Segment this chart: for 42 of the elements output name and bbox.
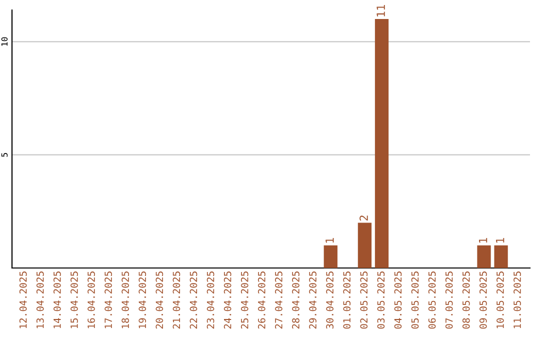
x-tick-label: 25.04.2025 [240, 272, 248, 329]
x-tick-label: 18.04.2025 [122, 272, 130, 328]
x-tick-label: 17.04.2025 [104, 272, 112, 328]
x-tick-label: 05.05.2025 [411, 272, 419, 329]
data-label: 2 [360, 216, 368, 221]
x-tick-label: 24.04.2025 [224, 272, 232, 329]
x-tick-label: 09.05.2025 [479, 272, 487, 329]
x-tick-label: 04.05.2025 [394, 272, 402, 329]
x-tick-label: 22.04.2025 [190, 272, 198, 329]
bar [324, 245, 338, 268]
x-tick-label: 30.04.2025 [326, 272, 334, 329]
data-label: 1 [478, 238, 488, 243]
x-tick-label: 06.05.2025 [428, 272, 436, 329]
x-tick-label: 29.04.2025 [309, 272, 316, 329]
x-tick-label: 08.05.2025 [462, 272, 470, 329]
x-tick-label: 27.04.2025 [275, 272, 282, 329]
y-tick-label: 10 [1, 37, 8, 46]
x-tick-label: 12.04.2025 [19, 272, 27, 328]
x-tick-label: 15.04.2025 [70, 272, 78, 328]
x-tick-label: 10.05.2025 [496, 272, 504, 328]
bar [374, 19, 389, 268]
x-tick-label: 16.04.2025 [88, 272, 95, 328]
x-tick-label: 01.05.2025 [343, 272, 351, 329]
bar [477, 245, 491, 268]
bar [358, 222, 372, 268]
x-tick-label: 19.04.2025 [138, 272, 146, 328]
x-tick-label: 26.04.2025 [258, 272, 266, 329]
data-label: 1 [326, 238, 334, 243]
x-tick-label: 11.05.2025 [514, 272, 521, 328]
x-tick-label: 02.05.2025 [360, 272, 368, 329]
x-tick-label: 07.05.2025 [445, 272, 453, 329]
y-tick-label: 5 [1, 153, 8, 157]
x-tick-label: 28.04.2025 [292, 272, 300, 329]
x-tick-label: 13.04.2025 [36, 272, 44, 328]
bar [494, 245, 508, 268]
x-tick-label: 23.04.2025 [206, 272, 214, 329]
x-tick-label: 03.05.2025 [377, 272, 385, 329]
data-label: 1 [496, 238, 504, 243]
x-tick-label: 20.04.2025 [156, 272, 164, 329]
x-tick-label: 21.04.2025 [172, 272, 180, 329]
x-tick-label: 14.04.2025 [54, 272, 61, 328]
data-label: 11 [376, 5, 385, 16]
